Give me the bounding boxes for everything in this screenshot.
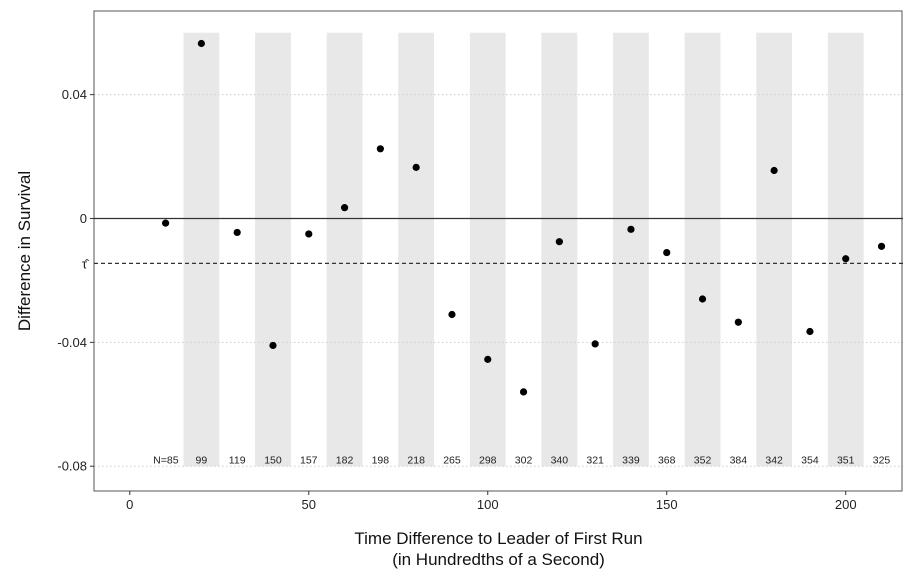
sample-size-label: 325 [873,455,891,467]
data-point-13 [627,225,635,233]
data-point-5 [340,204,349,212]
data-point-18 [806,327,814,336]
y-tick-label: -0.04 [57,335,87,350]
y-axis-title: Difference in Survival [15,171,34,331]
plot-panel-border [93,10,903,492]
data-point-10 [519,388,528,396]
x-tick-label: 200 [835,497,857,512]
shaded-band-0 [183,32,220,467]
x-tick-label: 50 [302,497,316,512]
sample-size-label: 198 [372,455,390,467]
sample-size-label: 339 [622,455,640,467]
data-point-11 [555,238,563,246]
sample-size-label: 342 [765,455,783,467]
shaded-band-6 [613,32,649,467]
sample-size-label: 218 [407,455,425,467]
data-point-3 [269,341,277,350]
data-point-9 [484,355,492,363]
data-point-20 [877,242,886,250]
shaded-bands [183,32,864,467]
sample-size-label: 340 [551,455,569,467]
sample-size-label: 182 [336,455,354,467]
sample-size-label: 99 [196,455,208,467]
y-tick-label: 0 [80,211,87,226]
shaded-band-8 [756,32,793,467]
data-point-14 [663,248,671,257]
y-tick-label: -0.08 [57,459,87,474]
x-axis-title-line1: Time Difference to Leader of First Run [354,529,642,548]
sample-size-label: 265 [443,455,461,467]
x-tick-label: 100 [477,497,499,512]
data-point-0 [161,219,170,227]
data-points [161,39,886,396]
data-point-19 [842,255,850,263]
sample-size-label: 321 [586,455,604,467]
shaded-band-7 [684,32,721,467]
data-point-8 [448,310,456,319]
sample-size-label: N=85 [153,455,179,467]
x-tick-label: 0 [126,497,133,512]
sample-size-label: 298 [479,455,497,467]
data-point-12 [591,340,599,348]
sample-size-label: 384 [730,455,748,467]
data-point-2 [233,228,241,237]
x-tick-label: 150 [656,497,678,512]
shaded-band-1 [255,32,291,467]
shaded-band-2 [326,32,363,467]
y-axis-ticks: 0.04 0 -0.04 -0.08 [57,87,94,474]
data-point-17 [770,166,778,175]
data-point-6 [376,145,384,153]
sample-size-label: 302 [515,455,533,467]
data-point-4 [305,230,313,238]
data-point-15 [698,295,707,303]
sample-size-label: 119 [229,455,246,467]
y-tick-label: 0.04 [62,87,87,102]
sample-size-labels: N=85 99 119 150 157 182 198 218 265 298 302 340 321 3… [153,455,890,467]
data-point-16 [734,318,742,326]
data-point-1 [197,39,205,48]
data-point-7 [412,163,420,171]
sample-size-label: 368 [658,455,676,467]
sample-size-label: 157 [300,455,318,467]
sample-size-label: 150 [264,455,282,467]
shaded-band-9 [827,32,864,467]
tau-hat-label: τ̂ [82,256,90,271]
shaded-band-5 [541,32,578,467]
sample-size-label: 354 [801,455,819,467]
x-axis-title-line2: (in Hundredths of a Second) [392,550,605,569]
sample-size-label: 352 [694,455,712,467]
sample-size-label: 351 [837,455,855,467]
shaded-band-3 [398,32,435,467]
shaded-band-4 [469,32,506,467]
x-axis-ticks: 0 50 100 150 200 [126,491,857,512]
y-gridlines [94,94,903,467]
